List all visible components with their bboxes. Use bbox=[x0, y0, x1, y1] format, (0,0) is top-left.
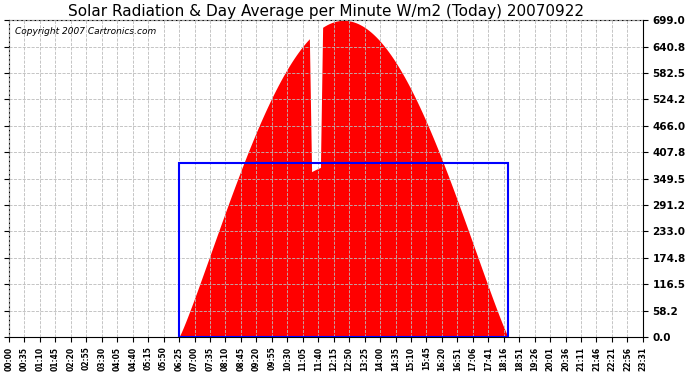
Bar bbox=[179, 164, 508, 337]
Text: Copyright 2007 Cartronics.com: Copyright 2007 Cartronics.com bbox=[15, 27, 157, 36]
Title: Solar Radiation & Day Average per Minute W/m2 (Today) 20070922: Solar Radiation & Day Average per Minute… bbox=[68, 4, 584, 19]
